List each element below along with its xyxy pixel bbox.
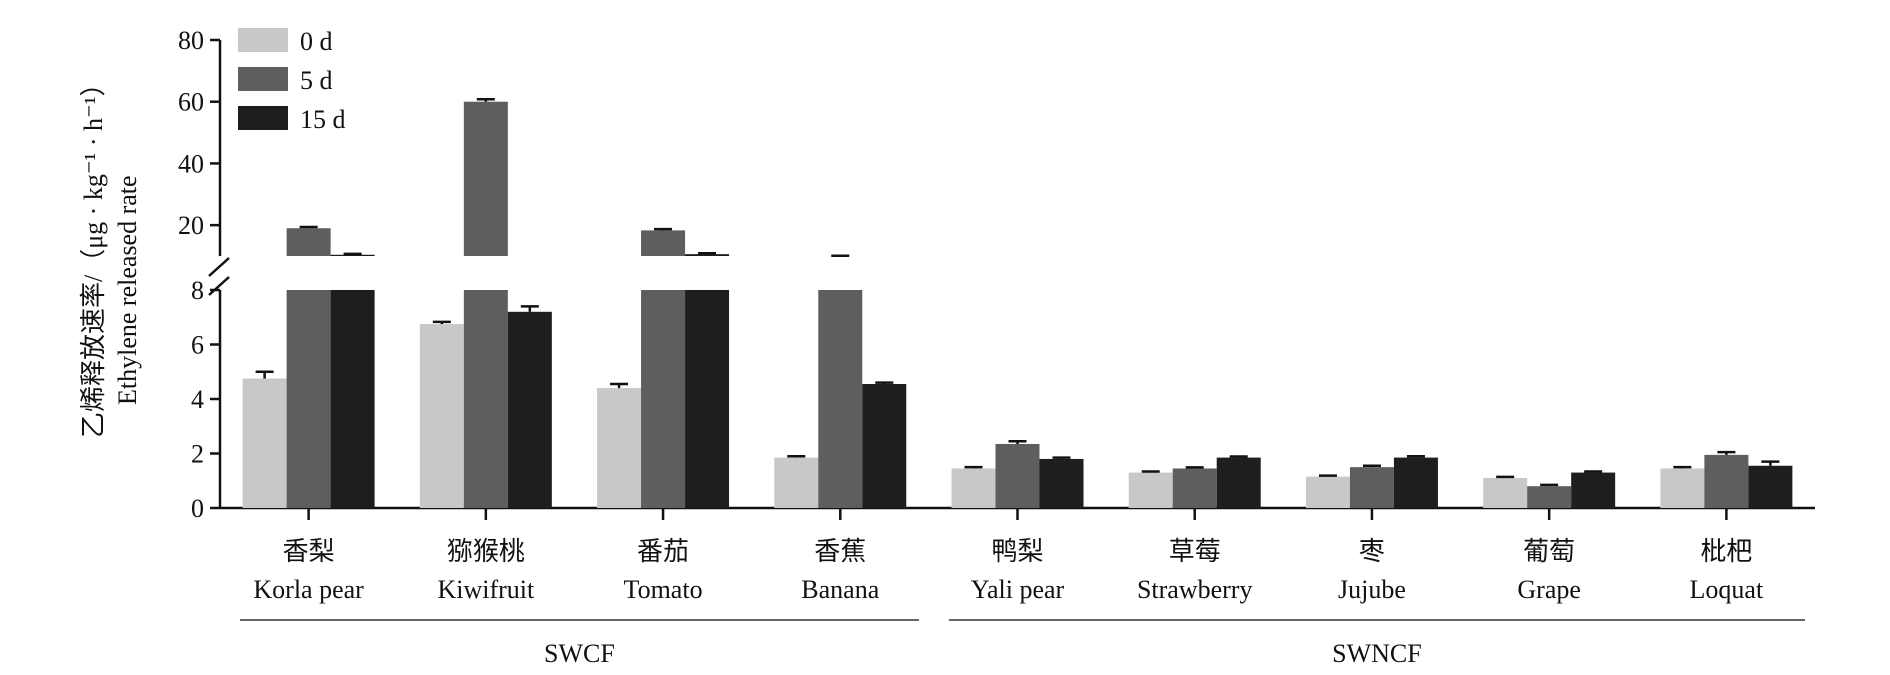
legend-label: 15 d	[300, 105, 346, 134]
y-tick-label: 80	[178, 26, 204, 55]
bar	[641, 290, 686, 508]
category-label-cn: 枇杷	[1700, 537, 1752, 566]
bar	[685, 254, 730, 256]
bar	[1483, 478, 1528, 508]
bar	[1704, 454, 1749, 508]
category-label-cn: 枣	[1359, 537, 1385, 566]
bar	[463, 101, 508, 256]
legend: 0 d 5 d 15 d	[238, 27, 346, 134]
category-label-cn: 香梨	[283, 537, 335, 566]
bar	[419, 324, 464, 508]
y-tick-label: 2	[191, 440, 204, 469]
bar	[1527, 486, 1572, 508]
category-label-cn: 葡萄	[1523, 537, 1575, 566]
y-tick-label: 6	[191, 331, 204, 360]
category-label-cn: 香蕉	[814, 537, 866, 566]
y-tick-label: 8	[191, 276, 204, 305]
legend-swatch	[238, 28, 288, 52]
y-tick-label: 4	[191, 385, 204, 414]
bar	[507, 311, 552, 508]
category-label-en: Grape	[1517, 575, 1581, 604]
category-label-cn: 猕猴桃	[447, 537, 525, 566]
bar	[1748, 465, 1793, 508]
category-label-en: Loquat	[1690, 575, 1764, 604]
legend-swatch	[238, 67, 288, 91]
y-tick-label: 60	[178, 88, 204, 117]
category-label-en: Banana	[801, 575, 879, 604]
category-label-en: Tomato	[624, 575, 703, 604]
axes: 0 2 4 6 8 20 40 60 80 乙烯释放速率/（μg · kg⁻¹ · h⁻¹） Eth…	[79, 26, 1815, 523]
bar	[242, 378, 287, 508]
bar	[597, 388, 642, 508]
bar	[330, 290, 375, 508]
category-label-cn: 番茄	[637, 537, 689, 566]
bar	[1571, 472, 1616, 508]
bar	[286, 228, 331, 256]
axis-break-mark	[208, 276, 230, 296]
bar	[1349, 467, 1394, 508]
y-tick-label: 40	[178, 149, 204, 178]
bar	[1660, 468, 1705, 508]
bar	[1039, 458, 1084, 508]
bar	[1172, 468, 1217, 508]
bar	[862, 384, 907, 508]
legend-label: 5 d	[300, 66, 333, 95]
bar	[1216, 457, 1261, 508]
bars	[242, 97, 1793, 508]
category-label-en: Kiwifruit	[437, 575, 535, 604]
category-label-cn: 草莓	[1169, 537, 1221, 566]
bar	[951, 468, 996, 508]
category-label-en: Yali pear	[971, 575, 1065, 604]
bar	[774, 457, 819, 508]
y-tick-label: 20	[178, 211, 204, 240]
group-label: SWCF	[544, 639, 615, 668]
y-axis-label-cn: 乙烯释放速率/（μg · kg⁻¹ · h⁻¹）	[79, 70, 108, 438]
category-label-en: Jujube	[1338, 575, 1406, 604]
labels: 香梨 Korla pear 猕猴桃 Kiwifruit 番茄 Tomato 香蕉 Banana…	[240, 537, 1805, 668]
category-label-en: Korla pear	[253, 575, 364, 604]
bar	[685, 290, 730, 508]
bar	[1393, 457, 1438, 508]
category-label-cn: 鸭梨	[991, 537, 1043, 566]
legend-label: 0 d	[300, 27, 333, 56]
bar	[818, 290, 863, 508]
bar	[330, 254, 375, 256]
bar	[995, 443, 1040, 508]
y-tick-label: 0	[191, 494, 204, 523]
bar	[1305, 476, 1350, 508]
legend-swatch	[238, 106, 288, 130]
bar	[286, 290, 331, 508]
bar	[1128, 472, 1173, 508]
bar	[463, 290, 508, 508]
axis-break-mark	[208, 257, 230, 277]
bar	[641, 230, 686, 256]
group-label: SWNCF	[1332, 639, 1422, 668]
category-label-en: Strawberry	[1137, 575, 1253, 604]
y-axis-label-en: Ethylene released rate	[113, 175, 142, 405]
